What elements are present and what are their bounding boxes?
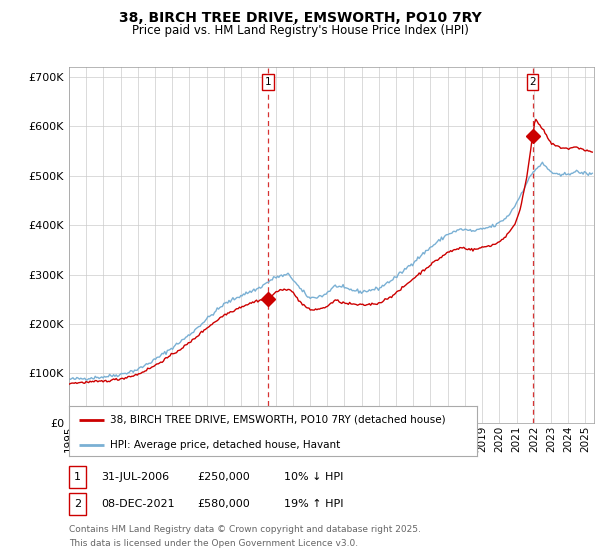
- Text: £250,000: £250,000: [197, 472, 250, 482]
- Text: 38, BIRCH TREE DRIVE, EMSWORTH, PO10 7RY: 38, BIRCH TREE DRIVE, EMSWORTH, PO10 7RY: [119, 11, 481, 25]
- Text: 1: 1: [265, 77, 272, 87]
- Text: 10% ↓ HPI: 10% ↓ HPI: [284, 472, 343, 482]
- Text: £580,000: £580,000: [197, 499, 250, 509]
- Text: Contains HM Land Registry data © Crown copyright and database right 2025.: Contains HM Land Registry data © Crown c…: [69, 525, 421, 534]
- Text: 38, BIRCH TREE DRIVE, EMSWORTH, PO10 7RY (detached house): 38, BIRCH TREE DRIVE, EMSWORTH, PO10 7RY…: [110, 414, 445, 424]
- Text: Price paid vs. HM Land Registry's House Price Index (HPI): Price paid vs. HM Land Registry's House …: [131, 24, 469, 36]
- Text: 31-JUL-2006: 31-JUL-2006: [101, 472, 169, 482]
- Text: This data is licensed under the Open Government Licence v3.0.: This data is licensed under the Open Gov…: [69, 539, 358, 548]
- Text: 2: 2: [529, 77, 536, 87]
- Text: HPI: Average price, detached house, Havant: HPI: Average price, detached house, Hava…: [110, 440, 340, 450]
- Text: 2: 2: [74, 499, 81, 509]
- Text: 08-DEC-2021: 08-DEC-2021: [101, 499, 175, 509]
- Text: 19% ↑ HPI: 19% ↑ HPI: [284, 499, 343, 509]
- Text: 1: 1: [74, 472, 81, 482]
